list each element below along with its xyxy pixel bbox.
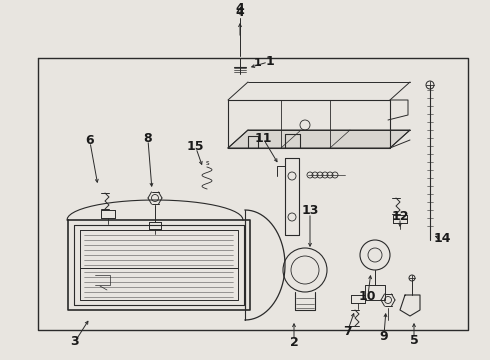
Text: s: s	[205, 160, 209, 166]
Text: 2: 2	[290, 336, 298, 348]
Text: 4: 4	[236, 5, 245, 18]
Text: 14: 14	[433, 232, 451, 245]
Text: 11: 11	[254, 132, 272, 145]
Text: 6: 6	[85, 134, 94, 147]
Text: 12: 12	[391, 210, 409, 222]
Text: 4: 4	[236, 1, 245, 14]
Text: 7: 7	[343, 325, 352, 338]
Text: 10: 10	[359, 291, 376, 303]
Text: 3: 3	[71, 335, 79, 348]
Text: 13: 13	[301, 204, 319, 217]
Polygon shape	[228, 130, 410, 148]
Text: 1: 1	[254, 58, 262, 68]
Text: 1: 1	[266, 55, 274, 68]
Text: 5: 5	[410, 333, 418, 346]
Text: 9: 9	[380, 330, 388, 343]
Text: 15: 15	[187, 140, 204, 153]
Text: 8: 8	[144, 131, 152, 144]
